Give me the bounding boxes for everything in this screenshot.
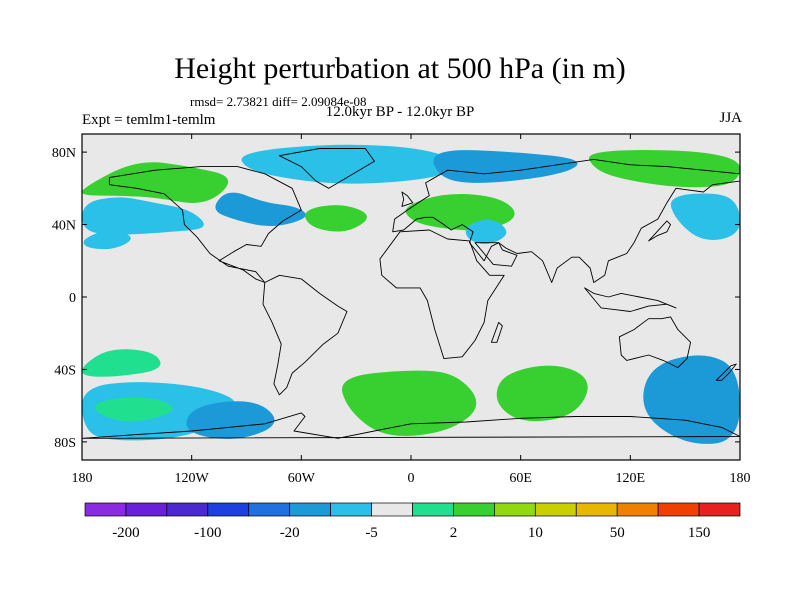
anomaly-region-17: [643, 355, 740, 444]
coastline-uk: [401, 191, 414, 207]
anomaly-region-16: [496, 365, 588, 422]
colorbar-swatch: [453, 502, 495, 517]
chart-title: Height perturbation at 500 hPa (in m): [174, 52, 626, 85]
season-label: JJA: [719, 110, 742, 126]
x-tick-label: 0: [408, 471, 415, 486]
anomaly-region-2: [83, 230, 131, 250]
anomaly-region-1: [82, 197, 204, 235]
colorbar-swatch: [84, 502, 127, 517]
colorbar-swatch: [289, 502, 331, 517]
colorbar-swatch: [575, 502, 618, 517]
anomaly-region-13: [95, 397, 173, 422]
colorbar-swatch: [534, 502, 577, 517]
y-tick-label: 40S: [54, 363, 76, 378]
colorbar-label: 10: [528, 525, 543, 541]
colorbar-swatch: [166, 502, 209, 517]
stats-label: rmsd= 2.73821 diff= 2.09084e-08: [190, 94, 367, 109]
colorbar-swatch: [657, 502, 700, 517]
colorbar-label: -200: [112, 525, 140, 541]
colorbar-swatch: [330, 502, 372, 517]
x-tick-label: 180: [72, 471, 93, 486]
period-label: 12.0kyr BP - 12.0kyr BP: [325, 104, 475, 120]
y-tick-label: 80S: [54, 436, 76, 451]
colorbar-label: -100: [194, 525, 222, 541]
coastline-arabia: [474, 242, 518, 267]
colorbar-swatch: [248, 502, 291, 517]
anomaly-region-3: [215, 192, 306, 227]
colorbar-swatch: [207, 502, 250, 517]
x-tick-label: 60E: [509, 471, 532, 486]
x-tick-label: 120E: [616, 471, 646, 486]
coastline-japan: [648, 220, 671, 242]
coastline-africa: [379, 229, 505, 360]
colorbar-label: 2: [450, 525, 458, 541]
x-tick-label: 60W: [288, 471, 316, 486]
coastline-n-america: [108, 166, 302, 283]
colorbar-label: 50: [610, 525, 625, 541]
anomaly-region-8: [465, 219, 507, 244]
anomaly-region-10: [670, 193, 740, 240]
coastline-antarctica: [82, 412, 740, 439]
experiment-label: Expt = temlm1-temlm: [82, 112, 216, 128]
x-tick-label: 120W: [175, 471, 210, 486]
anomaly-region-0: [82, 162, 229, 203]
colorbar-swatch: [412, 502, 454, 517]
anomaly-region-4: [305, 205, 367, 232]
y-tick-label: 80N: [52, 146, 76, 161]
colorbar-swatch: [125, 502, 168, 517]
colorbar-swatch: [616, 502, 659, 517]
colorbar-swatch: [494, 502, 536, 517]
anomaly-region-11: [82, 349, 161, 377]
x-tick-label: 180: [730, 471, 751, 486]
y-tick-label: 0: [69, 291, 76, 306]
anomaly-region-9: [588, 150, 740, 188]
colorbar-swatch: [371, 502, 413, 517]
coastline-greenland: [278, 148, 375, 189]
anomaly-region-6: [433, 150, 578, 183]
anomaly-region-5: [241, 144, 457, 184]
colorbar-label: 150: [688, 525, 711, 541]
anomaly-region-15: [341, 370, 477, 436]
coastline-nz: [715, 363, 737, 381]
colorbar-label: -20: [280, 525, 300, 541]
colorbar-swatch: [698, 502, 741, 517]
coastline-eurasia: [392, 158, 740, 283]
coastline-madagascar: [490, 321, 503, 343]
coastline-indonesia: [584, 287, 677, 312]
y-tick-label: 40N: [52, 219, 76, 234]
coastline-australia: [618, 316, 692, 369]
coastline-s-america: [262, 274, 348, 396]
colorbar-label: -5: [365, 525, 378, 541]
